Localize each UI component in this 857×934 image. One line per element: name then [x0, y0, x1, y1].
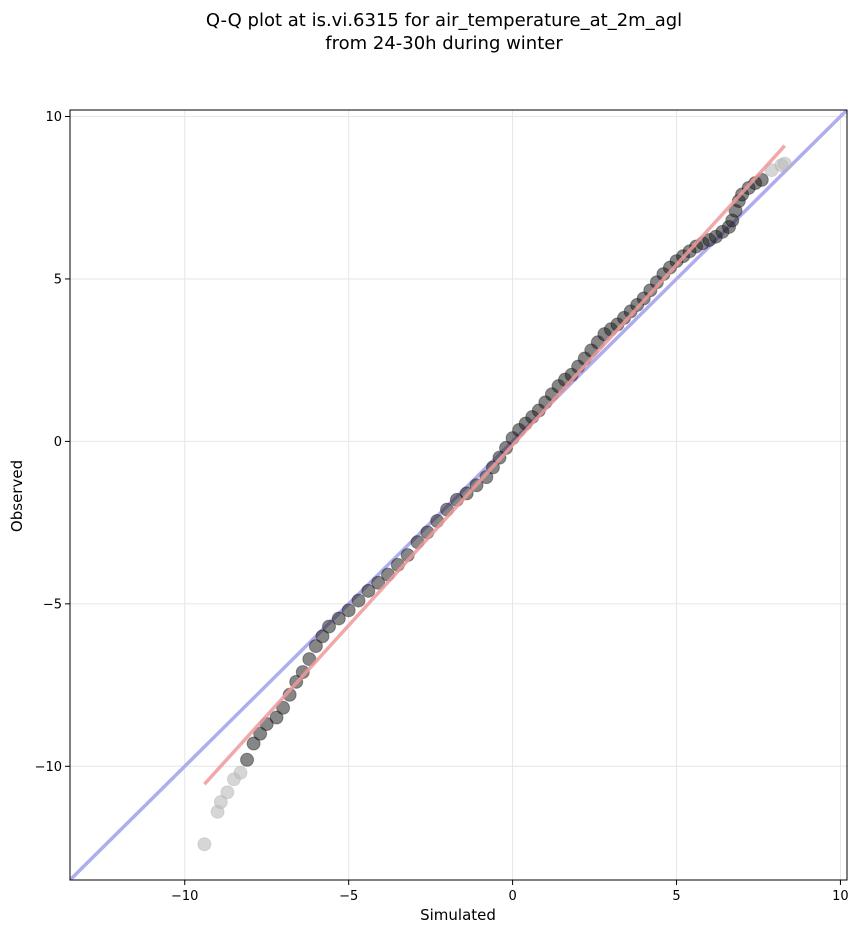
qq-point [220, 785, 235, 800]
plot-frame [69, 109, 848, 881]
qq-point [197, 837, 212, 852]
qq-point [246, 736, 261, 751]
x-axis-label: Simulated [420, 906, 496, 924]
qq-point [479, 470, 494, 485]
grid [70, 110, 847, 880]
y-tick-label: 10 [45, 110, 62, 125]
x-tick-label: 0 [508, 889, 516, 904]
x-tick-label: −10 [171, 889, 198, 904]
qq-point [315, 629, 330, 644]
qq-point [213, 795, 228, 810]
x-tick-label: −5 [339, 889, 358, 904]
qq-point [331, 611, 346, 626]
y-tick-label: 0 [54, 435, 62, 450]
y-axis-ticks: −10 −5 0 5 10 [35, 110, 70, 775]
x-tick-label: 10 [832, 889, 849, 904]
qq-point [361, 583, 376, 598]
qq-point [295, 665, 310, 680]
x-tick-label: 5 [672, 889, 680, 904]
qq-point [308, 639, 323, 654]
qq-point [322, 619, 336, 634]
qq-point [341, 603, 356, 618]
qq-point [777, 156, 792, 171]
x-axis-ticks: −10 −5 0 5 10 [171, 880, 849, 904]
qq-point [371, 575, 386, 590]
qq-point [240, 752, 255, 767]
y-tick-label: 5 [54, 272, 62, 287]
chart-subtitle: from 24-30h during winter [325, 33, 563, 54]
qq-point [253, 726, 268, 741]
y-tick-label: −10 [35, 760, 62, 775]
fit-line [203, 144, 787, 786]
qq-point [269, 710, 284, 725]
qq-point [233, 765, 248, 780]
chart-title: Q-Q plot at is.vi.6315 for air_temperatu… [206, 10, 682, 31]
points-layer [197, 156, 792, 852]
qq-point [276, 700, 291, 715]
y-tick-label: −5 [43, 597, 62, 612]
y-axis-label: Observed [8, 460, 26, 532]
qq-point [351, 593, 366, 608]
